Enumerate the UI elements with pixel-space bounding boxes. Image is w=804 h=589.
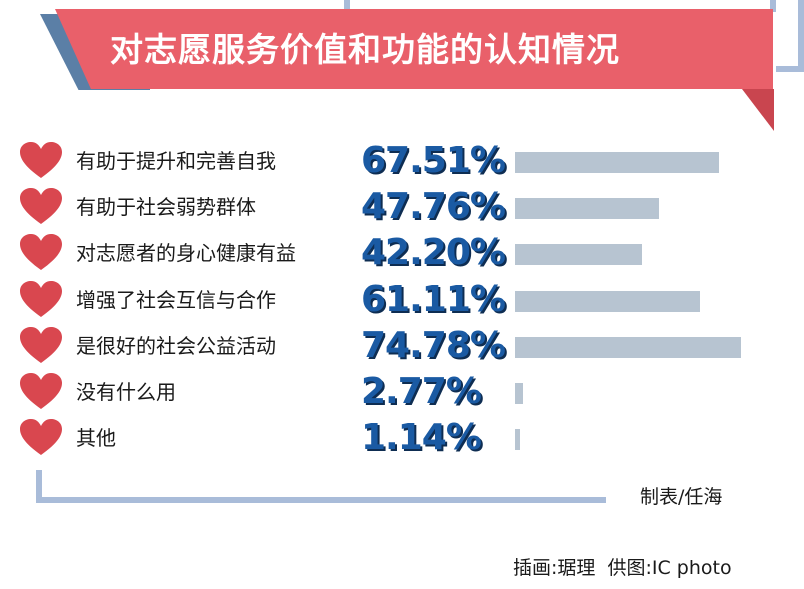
chart-title: 对志愿服务价值和功能的认知情况 <box>110 30 620 69</box>
title-banner <box>55 9 773 89</box>
value-label: 42.20% <box>361 232 506 274</box>
bar <box>515 383 524 404</box>
bar <box>515 290 700 312</box>
bar <box>515 198 660 220</box>
value-label: 1.14% <box>361 417 482 459</box>
frame-right-line <box>798 0 804 72</box>
frame-bottom-line <box>36 497 606 503</box>
chart-credit: 制表/任海 <box>640 486 723 508</box>
bar <box>515 429 520 451</box>
frame-top-connector <box>344 0 350 11</box>
bar <box>515 336 741 358</box>
heart-icon <box>20 234 62 272</box>
category-label: 有助于提升和完善自我 <box>76 149 276 173</box>
category-label: 其他 <box>76 426 116 451</box>
banner-fold <box>742 89 774 131</box>
heart-icon <box>20 419 62 457</box>
heart-icon <box>20 280 62 319</box>
frame-left-vertical <box>36 470 42 502</box>
frame-right-hline <box>776 66 804 72</box>
heart-icon <box>20 142 62 180</box>
category-label: 有助于社会弱势群体 <box>76 195 256 220</box>
value-label: 67.51% <box>361 140 506 181</box>
category-label: 是很好的社会公益活动 <box>76 333 276 358</box>
frame-right-line-top <box>770 0 776 12</box>
value-label: 2.77% <box>361 371 482 412</box>
heart-icon <box>20 188 62 226</box>
value-label: 47.76% <box>361 186 506 228</box>
value-label: 74.78% <box>361 324 506 366</box>
bar <box>515 152 719 173</box>
heart-icon <box>20 326 62 365</box>
illustration-credit: 插画:琚理 供图:IC photo <box>513 557 732 579</box>
bar <box>515 244 643 266</box>
category-label: 没有什么用 <box>76 380 176 404</box>
value-label: 61.11% <box>361 278 506 320</box>
category-label: 增强了社会互信与合作 <box>76 287 276 312</box>
category-label: 对志愿者的身心健康有益 <box>76 241 296 266</box>
heart-icon <box>20 373 62 411</box>
